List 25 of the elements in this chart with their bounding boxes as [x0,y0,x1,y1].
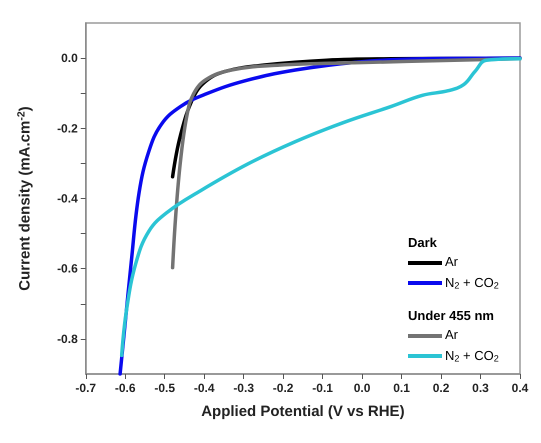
x-tick-label: -0.2 [272,381,294,395]
x-tick-label: -0.4 [194,381,215,395]
x-tick-label: -0.1 [312,381,334,395]
legend-label: Ar [445,327,459,342]
x-tick-label: 0.3 [472,381,490,395]
y-tick-label: -0.4 [57,192,78,206]
y-axis-title: Current density (mA.cm-2) [16,106,34,291]
x-tick-label: -0.7 [75,381,96,395]
x-tick-label: 0.0 [354,381,371,395]
legend-label: N2 + CO2 [445,274,499,290]
x-tick-label: 0.2 [432,381,450,395]
x-tick-label: -0.3 [233,381,254,395]
annotation: Under 455 nm [408,308,494,323]
legend-label: Ar [445,254,459,269]
x-tick-label: -0.5 [154,381,176,395]
y-tick-label: -0.8 [57,332,78,346]
x-tick-label: 0.4 [512,381,529,395]
annotation: Dark [408,235,438,250]
x-tick-label: 0.1 [393,381,410,395]
x-tick-label: -0.6 [114,381,136,395]
y-tick-label: -0.2 [57,121,78,136]
x-axis-title: Applied Potential (V vs RHE) [201,403,405,420]
legend-label: N2 + CO2 [445,348,499,364]
y-tick-label: -0.6 [57,262,78,276]
y-tick-label: 0.0 [61,51,78,66]
